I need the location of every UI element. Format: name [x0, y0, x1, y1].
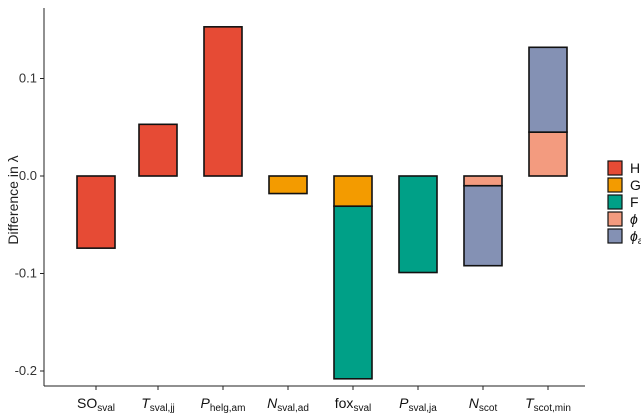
x-tick-main: SO: [77, 395, 97, 411]
x-tick-sub: sval: [97, 403, 115, 414]
x-tick-main: P: [399, 395, 409, 411]
x-tick-main: N: [267, 395, 278, 411]
x-tick-main: T: [141, 395, 151, 411]
bar-phi-ad: [463, 184, 503, 267]
x-tick-sub: helg,am: [210, 403, 246, 414]
legend-label-main: G: [630, 177, 641, 193]
y-tick-label: -0.1: [15, 266, 37, 281]
legend-label-main: ϕ: [630, 211, 638, 227]
y-axis: 0.1 0.0 -0.1 -0.2: [15, 8, 45, 386]
bar-phi-a: [463, 175, 503, 187]
x-tick-label: SOsval: [77, 395, 115, 414]
x-tick-main: T: [525, 395, 535, 411]
x-axis: SOsval Tsval,jj Phelg,am Nsval,ad foxsval Psv…: [44, 385, 585, 414]
x-tick-label: Nscot: [469, 395, 498, 414]
legend-label-main: ϕ: [630, 228, 638, 244]
x-tick-label: Tscot,min: [525, 395, 571, 414]
legend-label-sub: ad: [638, 236, 641, 247]
bar-f: [333, 205, 373, 380]
x-tick-sub: scot,min: [534, 403, 571, 414]
legend-swatch: [607, 228, 623, 244]
legend-label: ϕad: [630, 228, 641, 247]
y-axis-label: Difference in λ: [5, 155, 21, 244]
legend-label: F: [630, 194, 639, 210]
bars: [76, 26, 568, 380]
bar-h: [138, 123, 178, 177]
bar-g: [333, 175, 373, 208]
x-tick-label: Tsval,jj: [141, 395, 175, 414]
bar-g: [268, 175, 308, 195]
legend-label-main: H: [630, 160, 640, 176]
bar-h: [203, 26, 243, 177]
legend-label: G: [630, 177, 641, 193]
legend: HGFϕϕad: [607, 160, 641, 247]
x-tick-sub: scot: [479, 403, 498, 414]
x-tick-main: P: [201, 395, 211, 411]
x-tick-main: N: [469, 395, 480, 411]
y-tick-label: -0.2: [15, 363, 37, 378]
legend-swatch: [607, 177, 623, 193]
legend-label-main: F: [630, 194, 639, 210]
bar-phi-a: [528, 131, 568, 177]
x-tick-main: fox: [335, 395, 354, 411]
x-tick-sub: sval: [353, 403, 371, 414]
legend-swatch: [607, 194, 623, 210]
bar-phi-ad: [528, 46, 568, 133]
x-tick-sub: sval,ad: [277, 403, 309, 414]
bar-h: [76, 175, 116, 249]
bar-f: [398, 175, 438, 274]
legend-label: ϕ: [630, 211, 638, 227]
x-tick-sub: sval,jj: [150, 403, 175, 414]
legend-swatch: [607, 211, 623, 227]
x-tick-label: Psval,ja: [399, 395, 437, 414]
x-tick-label: Nsval,ad: [267, 395, 309, 414]
x-tick-sub: sval,ja: [408, 403, 437, 414]
legend-swatch: [607, 160, 623, 176]
y-tick-label: 0.1: [19, 71, 37, 86]
y-tick-label: 0.0: [19, 168, 37, 183]
x-tick-label: Phelg,am: [201, 395, 246, 414]
legend-label: H: [630, 160, 640, 176]
x-tick-label: foxsval: [335, 395, 371, 414]
